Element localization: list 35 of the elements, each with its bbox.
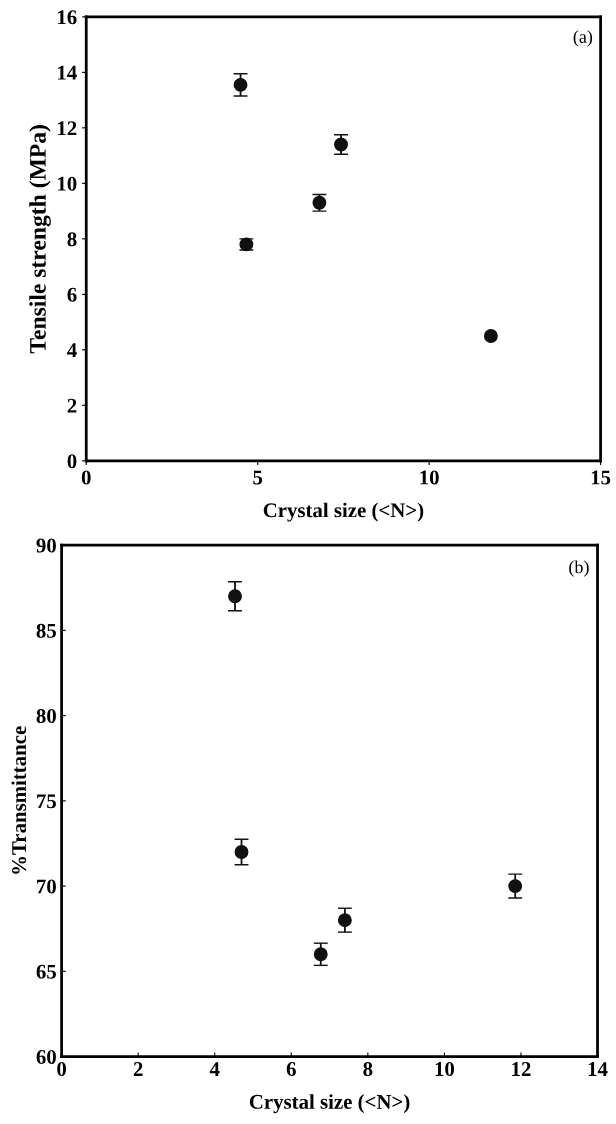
x-tick-label: 14 bbox=[588, 1062, 608, 1076]
y-tick-label: 6 bbox=[67, 287, 77, 302]
x-tick-label: 0 bbox=[81, 470, 91, 485]
point bbox=[483, 329, 498, 343]
x-axis-title: Crystal size (<N>) bbox=[263, 502, 424, 522]
x-tick-label: 8 bbox=[363, 1062, 373, 1077]
x-tick-label: 10 bbox=[435, 1062, 455, 1077]
y-tick-label: 10 bbox=[58, 176, 77, 191]
x-tick-label: 15 bbox=[591, 470, 611, 485]
y-tick-label: 0 bbox=[67, 454, 77, 469]
y-tick-label: 16 bbox=[58, 10, 77, 25]
x-tick-label: 6 bbox=[286, 1062, 296, 1077]
x-tick-label: 12 bbox=[512, 1062, 531, 1076]
y-tick-label: 14 bbox=[58, 65, 77, 80]
x-axis-title: Crystal size (<N>) bbox=[249, 1094, 410, 1114]
point bbox=[234, 845, 249, 859]
x-tick-label: 10 bbox=[420, 470, 439, 485]
y-tick-label: 70 bbox=[37, 879, 56, 894]
x-tick-label: 4 bbox=[209, 1062, 220, 1076]
y-tick-label: 60 bbox=[36, 1049, 56, 1064]
annotation: (b) bbox=[569, 560, 589, 577]
y-axis-title: %Transmittance bbox=[11, 726, 27, 874]
y-axis-title: Tensile strength (MPa) bbox=[29, 125, 51, 354]
y-tick-label: 4 bbox=[67, 343, 77, 358]
y-tick-label: 2 bbox=[67, 398, 77, 413]
y-tick-label: 75 bbox=[37, 794, 56, 809]
y-tick-label: 80 bbox=[36, 708, 56, 724]
annotation: (a) bbox=[573, 30, 593, 47]
x-tick-label: 2 bbox=[133, 1062, 143, 1076]
y-tick-label: 12 bbox=[58, 121, 77, 136]
y-tick-label: 90 bbox=[36, 538, 56, 553]
y-tick-label: 8 bbox=[67, 232, 77, 247]
y-tick-label: 65 bbox=[36, 964, 56, 979]
x-tick-label: 5 bbox=[253, 470, 263, 485]
y-tick-label: 85 bbox=[36, 623, 56, 638]
